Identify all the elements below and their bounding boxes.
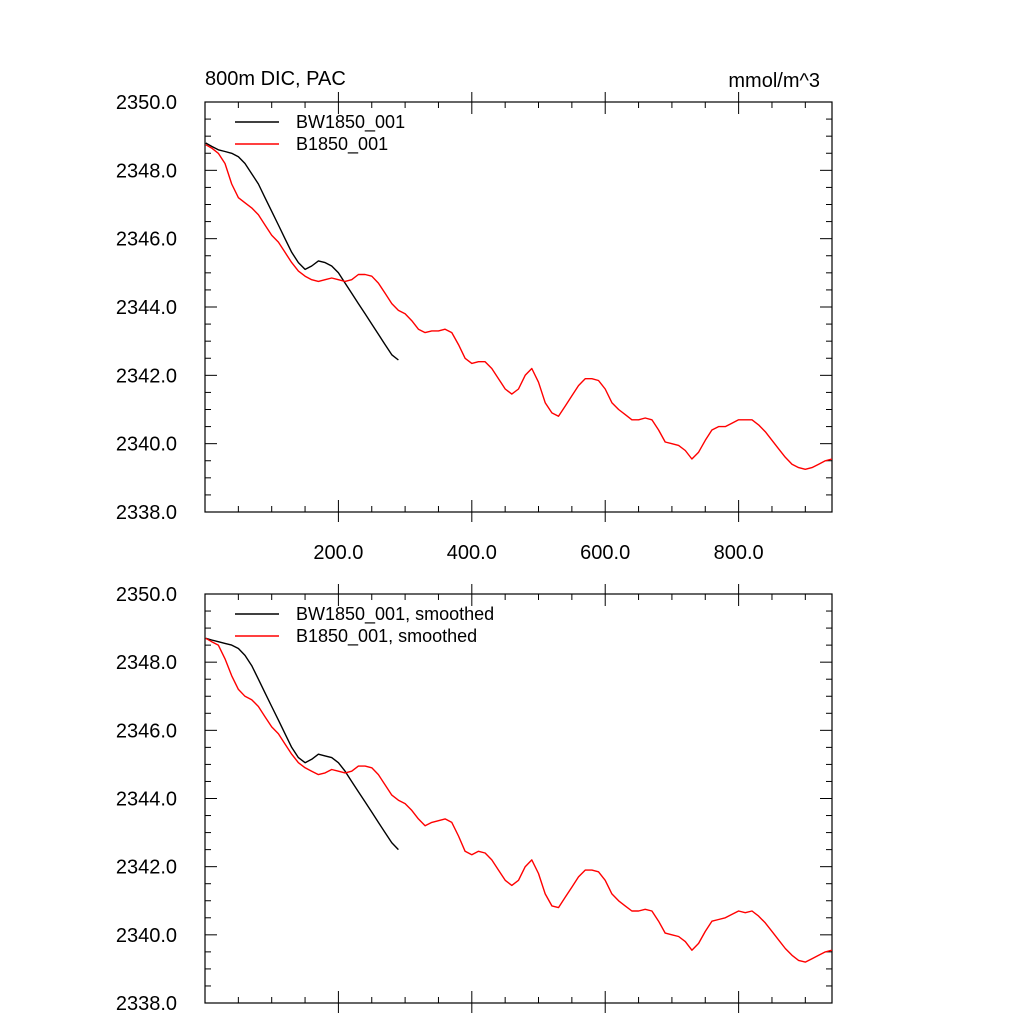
series-line	[205, 142, 399, 361]
series-line	[205, 144, 833, 470]
y-tick-label: 2342.0	[116, 365, 177, 387]
y-tick-label: 2346.0	[116, 720, 177, 742]
y-tick-label: 2350.0	[116, 92, 177, 114]
units-label: mmol/m^3	[728, 70, 820, 92]
legend-label: B1850_001, smoothed	[296, 626, 477, 647]
y-tick-label: 2342.0	[116, 857, 177, 879]
y-tick-label: 2344.0	[116, 297, 177, 319]
y-tick-label: 2344.0	[116, 789, 177, 811]
plot-frame	[204, 101, 833, 513]
x-tick-label: 600.0	[580, 542, 630, 564]
y-tick-label: 2350.0	[116, 584, 177, 606]
y-tick-label: 2338.0	[116, 993, 177, 1015]
y-tick-label: 2348.0	[116, 652, 177, 674]
y-tick-label: 2340.0	[116, 925, 177, 947]
legend-label: B1850_001	[296, 134, 388, 155]
bottom-panel: 2338.0 2340.0 2342.0 2344.0 2346.0 2348.0 2350…	[116, 584, 833, 1015]
series-line	[205, 637, 399, 851]
y-tick-label: 2348.0	[116, 160, 177, 182]
chart-title: 800m DIC, PAC	[205, 68, 346, 90]
y-tick-label: 2338.0	[116, 502, 177, 524]
x-tick-label: 200.0	[313, 542, 363, 564]
plot-frame	[204, 593, 833, 1004]
y-tick-label: 2346.0	[116, 229, 177, 251]
x-tick-label: 800.0	[714, 542, 764, 564]
x-tick-label: 400.0	[447, 542, 497, 564]
legend-label: BW1850_001	[296, 112, 405, 133]
series-line	[205, 637, 833, 963]
y-tick-label: 2340.0	[116, 434, 177, 456]
legend-label: BW1850_001, smoothed	[296, 604, 494, 625]
top-panel: 800m DIC, PAC mmol/m^3 2338.0 2340.0 2342.…	[116, 68, 833, 564]
